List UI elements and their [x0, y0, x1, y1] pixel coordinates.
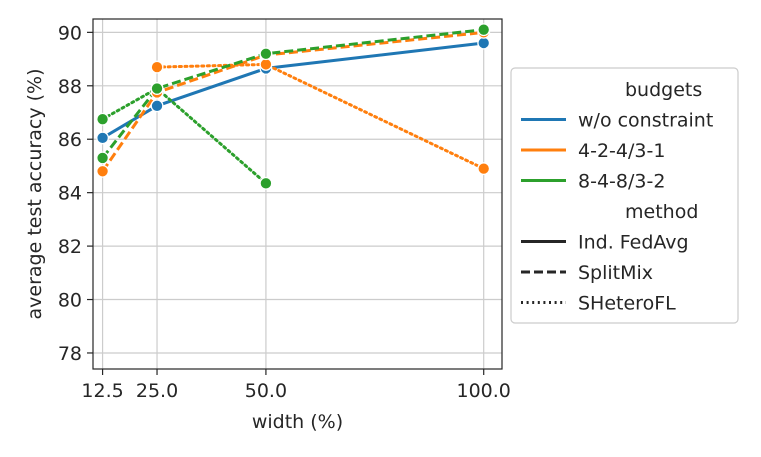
data-point: [259, 57, 273, 71]
data-point: [477, 162, 491, 176]
y-tick-label: 78: [58, 343, 82, 365]
x-tick-label: 100.0: [457, 380, 511, 402]
legend-method-item: SHeteroFL: [578, 293, 676, 315]
data-point: [259, 176, 273, 190]
legend-box: [510, 67, 739, 324]
data-point: [150, 60, 164, 74]
legend-method-title: method: [625, 201, 698, 223]
series-points: [96, 23, 491, 190]
legend-budget-item: 4-2-4/3-1: [578, 140, 665, 162]
data-point: [150, 82, 164, 95]
data-point: [96, 164, 110, 178]
legend-method-item: SplitMix: [578, 262, 653, 284]
y-tick-label: 90: [58, 22, 82, 44]
data-point: [150, 99, 164, 113]
data-point: [477, 23, 491, 37]
legend-method-item: Ind. FedAvg: [578, 232, 689, 254]
series-line: [155, 62, 486, 171]
data-point: [96, 112, 110, 126]
series-line: [101, 28, 484, 159]
y-tick-label: 88: [58, 76, 82, 98]
legend-budgets-title: budgets: [625, 79, 702, 101]
data-point: [96, 131, 110, 145]
x-tick-label: 12.5: [81, 380, 123, 402]
grid-lines: [93, 19, 502, 369]
y-tick-label: 84: [58, 183, 82, 205]
legend-budget-item: w/o constraint: [578, 110, 713, 132]
data-point: [259, 47, 273, 61]
data-point: [96, 151, 110, 165]
y-tick-label: 82: [58, 236, 82, 258]
legend: budgets w/o constraint 4-2-4/3-1 8-4-8/3-2 m…: [510, 67, 739, 324]
y-tick-label: 86: [58, 129, 82, 151]
data-point: [477, 36, 491, 50]
y-axis-label: average test accuracy (%): [24, 69, 46, 320]
x-axis-ticks: 12.5 25.0 50.0 100.0: [81, 369, 511, 402]
series-line: [101, 30, 484, 173]
x-tick-label: 25.0: [136, 380, 178, 402]
y-tick-label: 80: [58, 290, 82, 312]
y-axis-ticks: 78 80 82 84 86 88 90: [58, 22, 93, 365]
legend-budget-item: 8-4-8/3-2: [578, 171, 665, 193]
x-tick-label: 50.0: [245, 380, 287, 402]
plot-frame: [92, 18, 503, 370]
x-axis-label: width (%): [252, 411, 343, 433]
